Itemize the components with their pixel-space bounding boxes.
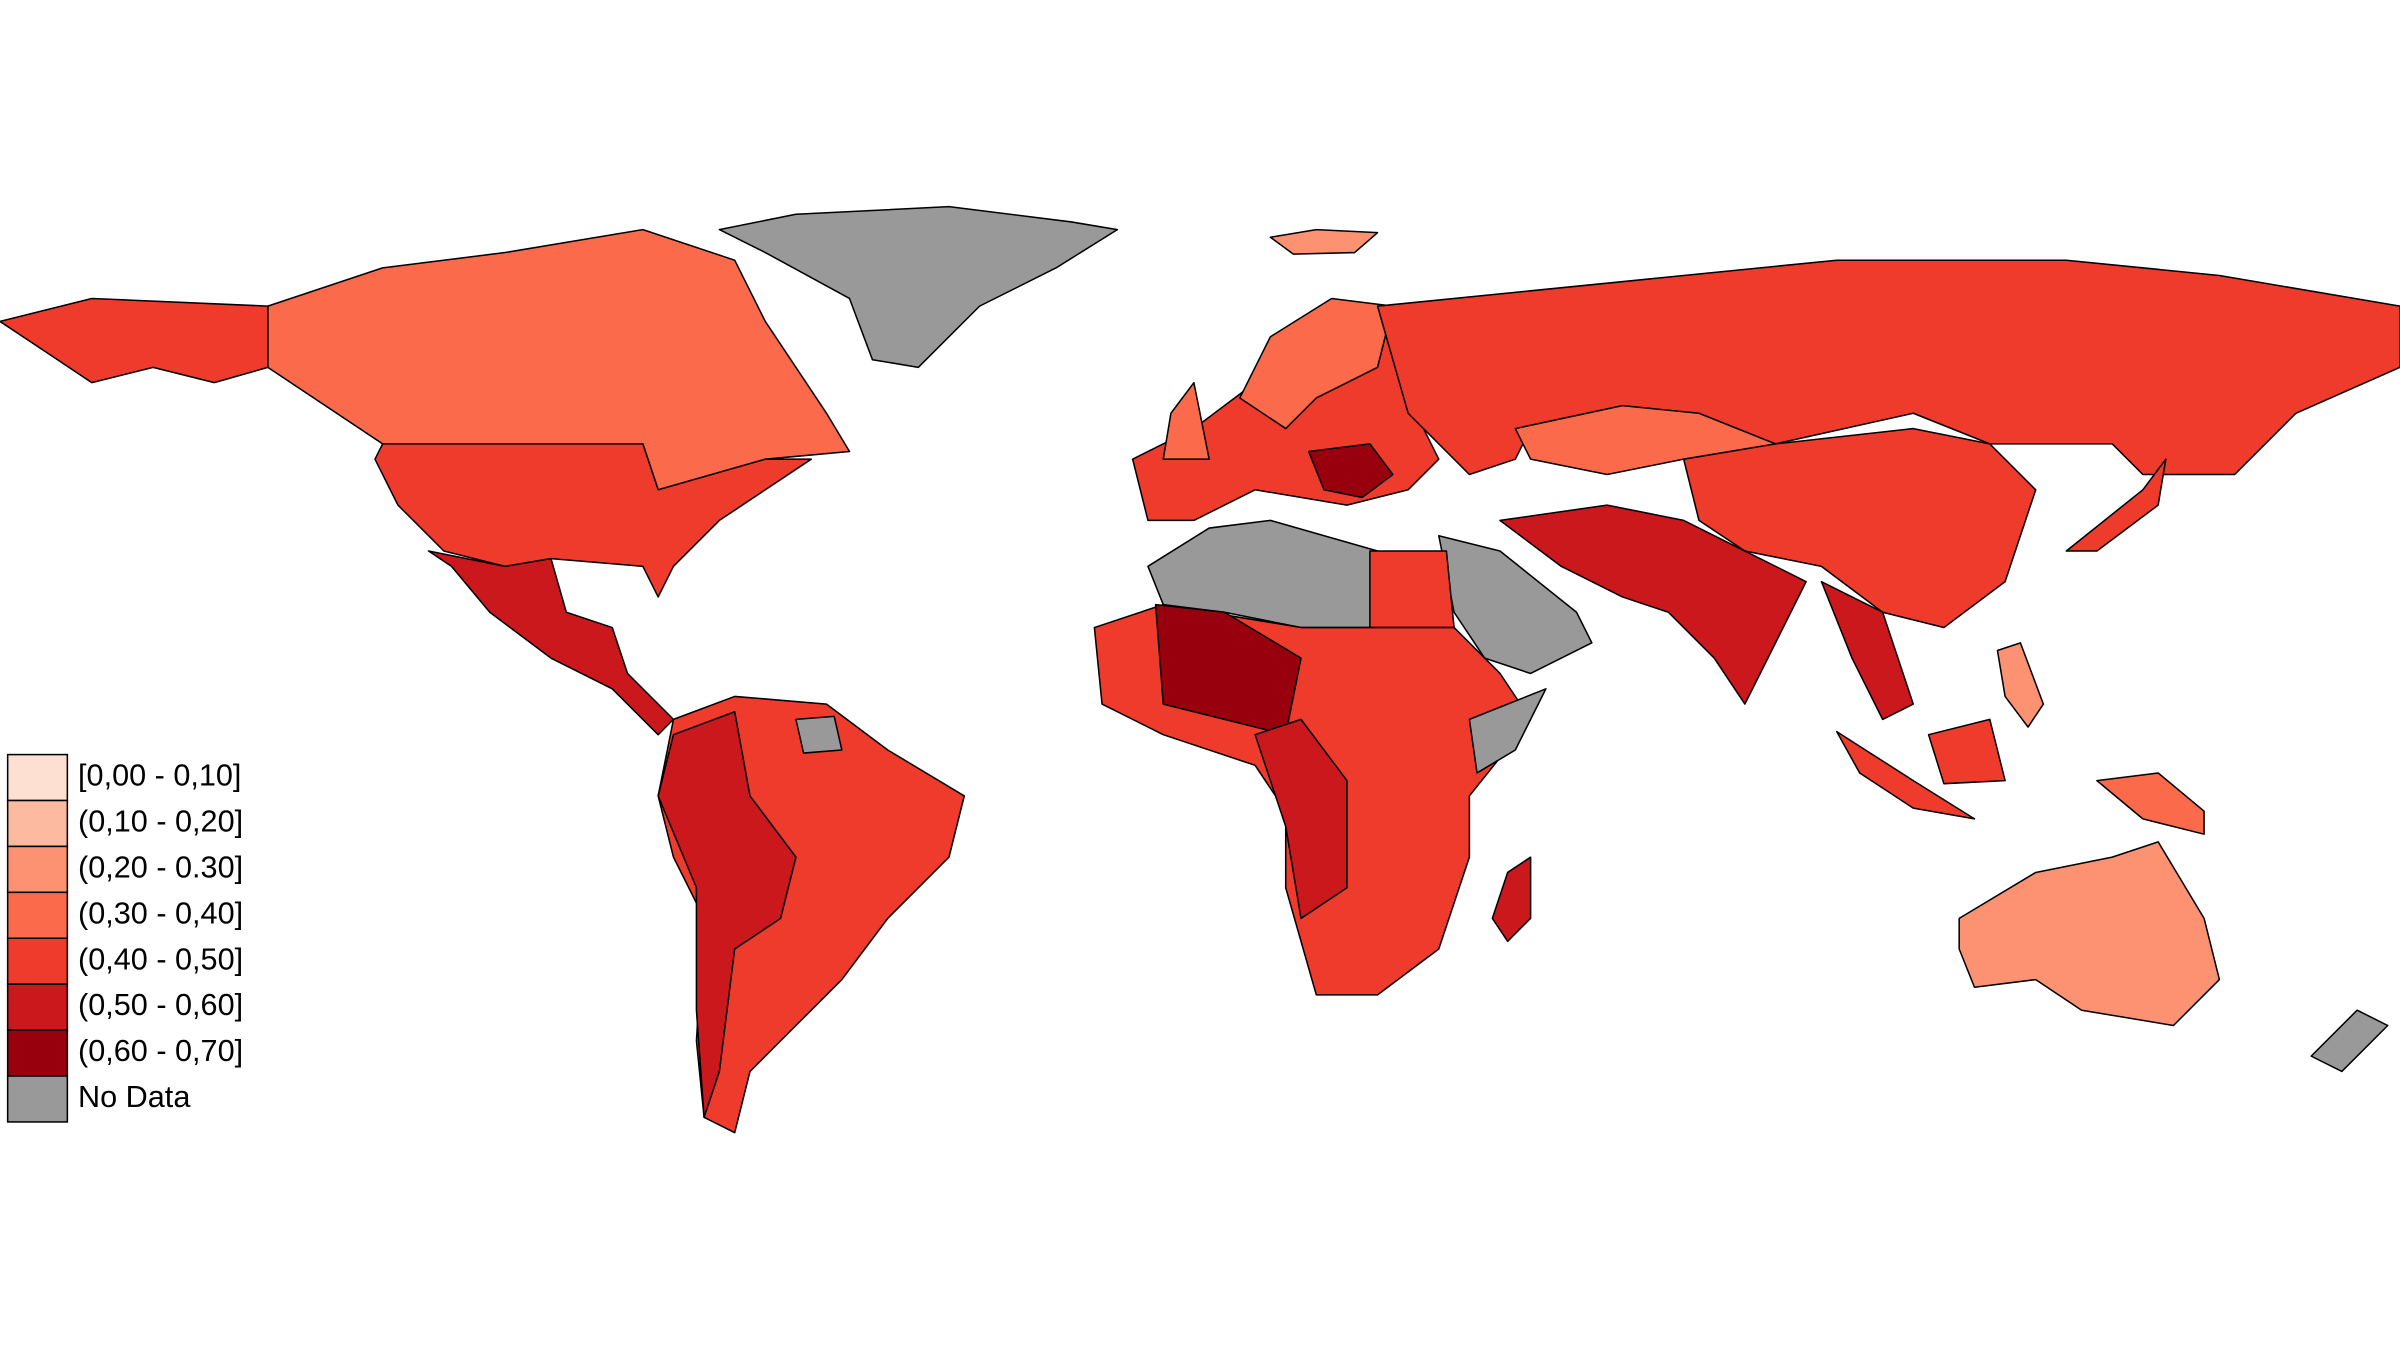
indonesia-west — [1835, 730, 1976, 820]
usa — [374, 443, 812, 598]
regions — [0, 205, 2400, 1134]
egypt — [1369, 550, 1455, 629]
svalbard — [1269, 228, 1379, 255]
indonesia-east — [1927, 718, 2006, 785]
alaska — [0, 297, 269, 384]
guianas — [795, 715, 843, 754]
australia — [1958, 841, 2221, 1027]
south-asia — [1499, 504, 1807, 705]
legend-label: (0,20 - 0.30] — [78, 850, 243, 884]
new-guinea — [2096, 772, 2205, 835]
legend-swatch — [6, 799, 69, 848]
philippines — [1996, 642, 2045, 728]
british-isles — [1162, 381, 1210, 460]
legend-swatch — [6, 891, 69, 940]
legend-label: No Data — [78, 1080, 191, 1114]
legend-swatch — [6, 983, 69, 1031]
greenland — [718, 205, 1119, 369]
russia — [1376, 259, 2400, 476]
mexico-central-america — [427, 550, 675, 736]
andes — [657, 710, 797, 1119]
china — [1682, 427, 2037, 629]
legend-label: (0,30 - 0,40] — [78, 896, 243, 930]
japan — [2065, 458, 2167, 552]
legend-swatch — [6, 845, 69, 894]
legend: [0,00 - 0,10] (0,10 - 0,20] (0,20 - 0.30] (… — [6, 753, 243, 1123]
central-africa — [1254, 718, 1348, 920]
legend-label: (0,60 - 0,70] — [78, 1034, 243, 1068]
legend-swatch — [6, 1029, 69, 1077]
horn-of-africa — [1468, 688, 1547, 774]
legend-swatch — [6, 937, 69, 985]
madagascar — [1491, 856, 1532, 943]
legend-label: [0,00 - 0,10] — [78, 759, 241, 793]
scandinavia — [1239, 297, 1394, 430]
new-zealand — [2310, 1009, 2389, 1073]
legend-label: (0,50 - 0,60] — [78, 988, 243, 1022]
balkans — [1307, 443, 1394, 499]
legend-label: (0,10 - 0,20] — [78, 805, 243, 839]
legend-swatch — [6, 1075, 69, 1123]
legend-swatch — [6, 753, 69, 802]
legend-label: (0,40 - 0,50] — [78, 942, 243, 976]
arabia — [1438, 534, 1593, 675]
southeast-asia — [1820, 580, 1915, 721]
